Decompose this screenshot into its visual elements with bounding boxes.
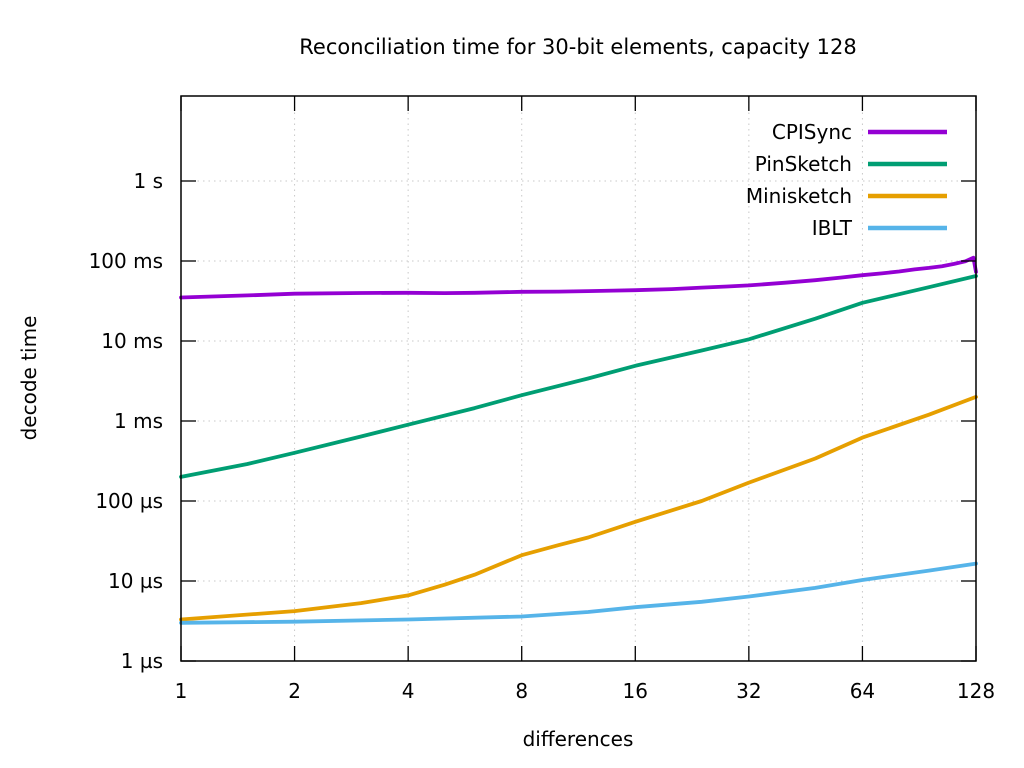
x-tick-label: 32 (736, 679, 761, 703)
legend-entry-pinsketch: PinSketch (755, 152, 947, 176)
series-line-iblt (179, 561, 978, 625)
legend: CPISync PinSketch Minisketch IBLT (746, 120, 947, 240)
series-line-pinsketch (179, 274, 978, 479)
legend-entry-cpisync: CPISync (772, 120, 947, 144)
legend-label: PinSketch (755, 152, 852, 176)
frame-layer (180, 95, 977, 662)
x-tick-label: 128 (957, 679, 995, 703)
legend-label: Minisketch (746, 184, 852, 208)
series-layer (179, 255, 978, 625)
legend-label: IBLT (812, 216, 853, 240)
chart-title: Reconciliation time for 30-bit elements,… (299, 35, 856, 59)
grid-layer (181, 96, 976, 661)
y-tick-label: 10 µs (108, 569, 163, 593)
tick-layer (180, 96, 977, 662)
series-line-minisketch (179, 394, 978, 622)
x-tick-label: 16 (623, 679, 648, 703)
tick-label-layer: 1 2 4 8 16 32 64 128 1 µs 10 µs 100 µs 1 ms 10 ms 100… (89, 169, 996, 703)
y-tick-label: 1 ms (114, 409, 163, 433)
x-tick-label: 8 (515, 679, 528, 703)
x-tick-label: 1 (175, 679, 188, 703)
y-tick-label: 10 ms (101, 329, 163, 353)
y-tick-label: 1 s (133, 169, 163, 193)
x-tick-label: 64 (850, 679, 875, 703)
y-tick-label: 1 µs (121, 649, 163, 673)
plot-frame (180, 95, 977, 662)
series-line-cpisync (179, 255, 978, 300)
y-tick-label: 100 ms (89, 249, 163, 273)
y-axis-label: decode time (17, 316, 41, 441)
legend-entry-minisketch: Minisketch (746, 184, 947, 208)
x-tick-label: 2 (288, 679, 301, 703)
x-tick-label: 4 (402, 679, 415, 703)
legend-entry-iblt: IBLT (812, 216, 947, 240)
x-axis-label: differences (523, 727, 634, 751)
y-tick-label: 100 µs (95, 489, 163, 513)
legend-label: CPISync (772, 120, 852, 144)
